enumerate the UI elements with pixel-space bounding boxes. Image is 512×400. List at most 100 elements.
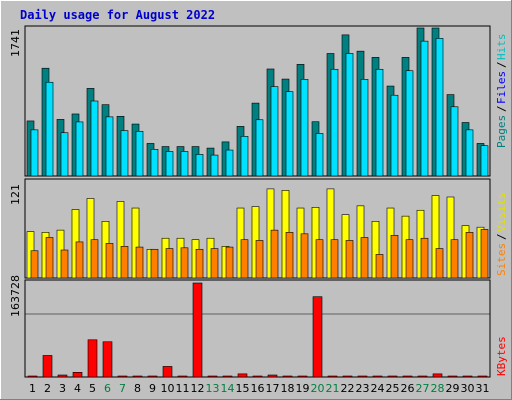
x-tick-27: 27: [416, 382, 430, 395]
x-tick-26: 26: [401, 382, 415, 395]
bar-hits-20: [315, 133, 324, 177]
bar-sites-4: [75, 241, 84, 279]
legend-item-pages: Pages: [495, 115, 508, 148]
x-tick-20: 20: [311, 382, 325, 395]
bar-hits-28: [435, 38, 444, 177]
x-tick-17: 17: [266, 382, 280, 395]
bar-sites-27: [420, 237, 429, 279]
bar-kbytes-12: [192, 282, 203, 378]
bar-sites-26: [405, 239, 414, 279]
x-tick-18: 18: [281, 382, 295, 395]
bar-sites-20: [315, 239, 324, 279]
bar-sites-3: [60, 249, 69, 279]
legend-pages-files-hits: Pages/Files/Hits: [495, 34, 508, 149]
bar-kbytes-30: [462, 375, 473, 378]
x-tick-15: 15: [236, 382, 250, 395]
bar-kbytes-4: [72, 371, 83, 378]
x-tick-8: 8: [134, 382, 141, 395]
bar-kbytes-28: [432, 373, 443, 378]
bar-hits-6: [105, 116, 114, 177]
bar-visits-21: [326, 188, 335, 279]
bar-kbytes-13: [207, 375, 218, 378]
bar-sites-14: [225, 246, 234, 279]
bar-sites-12: [195, 248, 204, 279]
bar-sites-9: [150, 248, 159, 279]
bar-kbytes-1: [27, 375, 38, 378]
bar-sites-29: [450, 239, 459, 279]
bar-kbytes-22: [342, 375, 353, 378]
bar-kbytes-16: [252, 375, 263, 378]
x-tick-28: 28: [431, 382, 445, 395]
bar-hits-4: [75, 121, 84, 177]
bar-kbytes-17: [267, 374, 278, 378]
bar-kbytes-24: [372, 375, 383, 378]
bar-kbytes-19: [297, 375, 308, 378]
bar-kbytes-3: [57, 374, 68, 378]
bar-kbytes-9: [147, 375, 158, 378]
bar-kbytes-21: [327, 375, 338, 378]
x-tick-4: 4: [74, 382, 81, 395]
bar-kbytes-29: [447, 375, 458, 378]
bar-kbytes-2: [42, 355, 53, 378]
legend-item-slash: /: [495, 105, 508, 112]
bar-kbytes-25: [387, 375, 398, 378]
legend-kbytes: KBytes: [495, 336, 508, 376]
bar-visits-7: [116, 201, 125, 279]
x-tick-2: 2: [44, 382, 51, 395]
bar-kbytes-18: [282, 375, 293, 378]
bar-hits-16: [255, 119, 264, 177]
bar-hits-26: [405, 70, 414, 177]
bar-kbytes-15: [237, 373, 248, 378]
bar-sites-28: [435, 248, 444, 279]
panel2-ymax-label: 121: [9, 184, 22, 205]
bar-hits-3: [60, 132, 69, 177]
bar-hits-11: [180, 151, 189, 177]
x-tick-31: 31: [476, 382, 490, 395]
bar-hits-1: [30, 129, 39, 177]
x-tick-16: 16: [251, 382, 265, 395]
chart-panels: [24, 25, 491, 378]
x-tick-29: 29: [446, 382, 460, 395]
panel-frame-kbytes: [24, 279, 491, 378]
bar-hits-13: [210, 154, 219, 177]
bar-kbytes-20: [312, 296, 323, 378]
bar-kbytes-27: [417, 375, 428, 378]
bar-sites-1: [30, 250, 39, 279]
bar-hits-30: [465, 129, 474, 177]
x-tick-21: 21: [326, 382, 340, 395]
bar-sites-19: [300, 233, 309, 279]
x-tick-6: 6: [104, 382, 111, 395]
bar-hits-18: [285, 91, 294, 177]
bar-sites-16: [255, 240, 264, 279]
x-tick-13: 13: [206, 382, 220, 395]
x-tick-3: 3: [59, 382, 66, 395]
bar-hits-22: [345, 53, 354, 177]
bar-hits-29: [450, 106, 459, 177]
x-tick-19: 19: [296, 382, 310, 395]
x-tick-22: 22: [341, 382, 355, 395]
bar-hits-19: [300, 79, 309, 177]
bar-hits-5: [90, 100, 99, 177]
bar-sites-2: [45, 237, 54, 279]
legend-item-slash: /: [495, 233, 508, 240]
bar-sites-11: [180, 247, 189, 279]
bar-kbytes-14: [222, 375, 233, 378]
legend-sites-visits: Sites /Visits: [495, 192, 508, 276]
bar-kbytes-6: [102, 341, 113, 378]
bar-sites-24: [375, 254, 384, 279]
bar-kbytes-26: [402, 375, 413, 378]
x-tick-24: 24: [371, 382, 385, 395]
x-tick-9: 9: [149, 382, 156, 395]
panel1-ymax-label: 1741: [9, 29, 22, 57]
bar-visits-28: [431, 195, 440, 279]
bar-hits-15: [240, 136, 249, 177]
bar-sites-31: [480, 229, 489, 279]
bar-sites-18: [285, 232, 294, 279]
bar-hits-25: [390, 94, 399, 177]
bar-sites-21: [330, 239, 339, 279]
legend-item-visits: Visits: [495, 192, 508, 232]
bar-hits-17: [270, 86, 279, 177]
bar-kbytes-5: [87, 339, 98, 378]
bar-sites-30: [465, 232, 474, 279]
